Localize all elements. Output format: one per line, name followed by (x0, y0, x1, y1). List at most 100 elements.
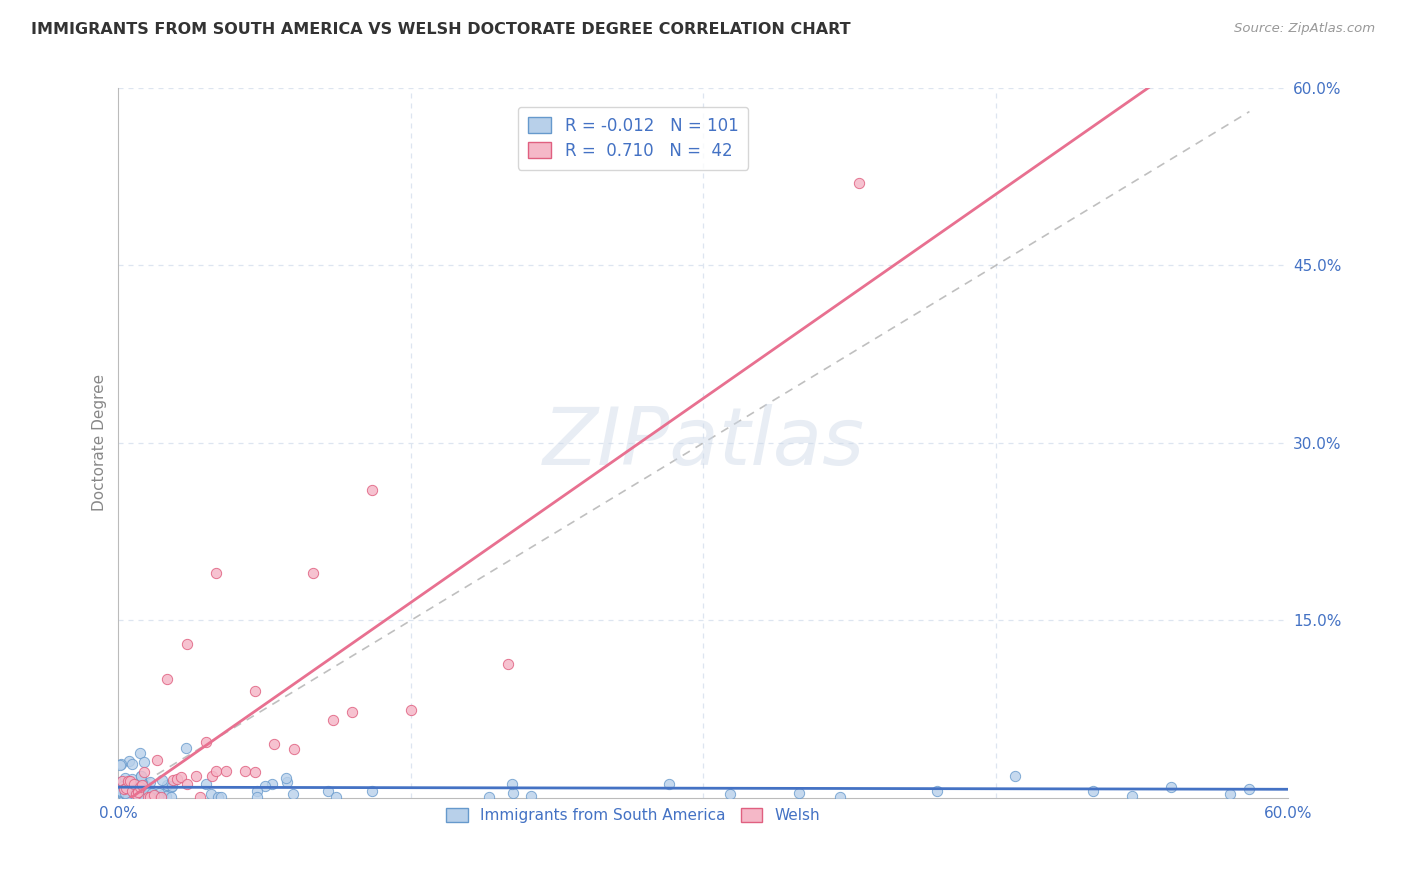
Point (121, 781, 143, 796)
Point (205, 764, 228, 778)
Point (174, 741, 197, 756)
Point (135, 779, 157, 793)
Point (195, 735, 218, 749)
Point (112, 787, 135, 801)
Point (283, 742, 305, 756)
Point (127, 785, 149, 799)
Point (302, 566, 325, 580)
Point (117, 789, 139, 804)
Point (520, 789, 543, 803)
Point (131, 789, 153, 804)
Point (120, 784, 142, 798)
Point (243, 765, 266, 780)
Point (136, 787, 159, 801)
Point (1004, 768, 1026, 782)
Point (120, 786, 142, 800)
Y-axis label: Doctorate Degree: Doctorate Degree (93, 375, 107, 511)
Point (139, 775, 162, 789)
Point (120, 784, 142, 798)
Point (1083, 783, 1105, 797)
Point (120, 787, 142, 801)
Point (110, 785, 132, 799)
Point (114, 772, 136, 786)
Point (129, 783, 152, 797)
Point (134, 756, 156, 770)
Point (124, 789, 146, 803)
Point (131, 776, 153, 790)
Point (115, 780, 138, 795)
Point (112, 782, 135, 797)
Point (131, 769, 153, 783)
Point (134, 789, 156, 804)
Point (117, 789, 139, 804)
Point (141, 786, 163, 800)
Point (262, 777, 284, 791)
Point (114, 786, 136, 800)
Point (125, 780, 148, 794)
Point (325, 789, 347, 804)
Point (136, 789, 159, 804)
Point (1160, 780, 1182, 795)
Text: IMMIGRANTS FROM SOUTH AMERICA VS WELSH DOCTORATE DEGREE CORRELATION CHART: IMMIGRANTS FROM SOUTH AMERICA VS WELSH D… (31, 22, 851, 37)
Point (156, 673, 179, 687)
Point (129, 769, 152, 783)
Point (111, 788, 134, 802)
Point (156, 778, 179, 792)
Point (188, 789, 211, 804)
Point (131, 778, 153, 792)
Point (498, 657, 520, 671)
Point (114, 780, 136, 795)
Point (195, 776, 218, 790)
Point (117, 789, 139, 804)
Point (138, 784, 160, 798)
Point (361, 483, 384, 498)
Point (246, 783, 269, 797)
Point (233, 764, 256, 778)
Text: ZIPatlas: ZIPatlas (543, 404, 865, 482)
Point (176, 777, 198, 791)
Point (120, 789, 142, 803)
Point (254, 779, 277, 793)
Point (121, 783, 143, 797)
Point (146, 753, 169, 767)
Point (263, 737, 285, 751)
Point (129, 746, 152, 760)
Point (120, 789, 142, 804)
Point (112, 779, 135, 793)
Point (127, 789, 149, 804)
Point (117, 774, 139, 789)
Point (110, 757, 132, 772)
Point (502, 786, 524, 800)
Point (246, 789, 269, 804)
Point (150, 772, 173, 787)
Point (207, 789, 229, 804)
Point (125, 787, 148, 801)
Point (121, 756, 143, 771)
Point (201, 769, 224, 783)
Point (361, 784, 384, 798)
Point (243, 684, 266, 698)
Point (281, 788, 304, 802)
Point (115, 783, 138, 797)
Point (131, 788, 153, 802)
Point (131, 774, 153, 789)
Point (117, 789, 139, 804)
Point (215, 764, 238, 779)
Point (316, 783, 339, 797)
Point (125, 789, 148, 804)
Point (134, 781, 156, 796)
Point (114, 786, 136, 800)
Point (127, 784, 149, 798)
Point (399, 703, 422, 717)
Point (138, 788, 160, 802)
Point (148, 786, 170, 800)
Point (159, 780, 181, 794)
Point (478, 789, 501, 804)
Point (205, 566, 228, 580)
Point (155, 789, 177, 803)
Point (162, 772, 184, 787)
Point (927, 784, 949, 798)
Point (1219, 787, 1241, 801)
Point (121, 772, 143, 786)
Point (150, 789, 173, 804)
